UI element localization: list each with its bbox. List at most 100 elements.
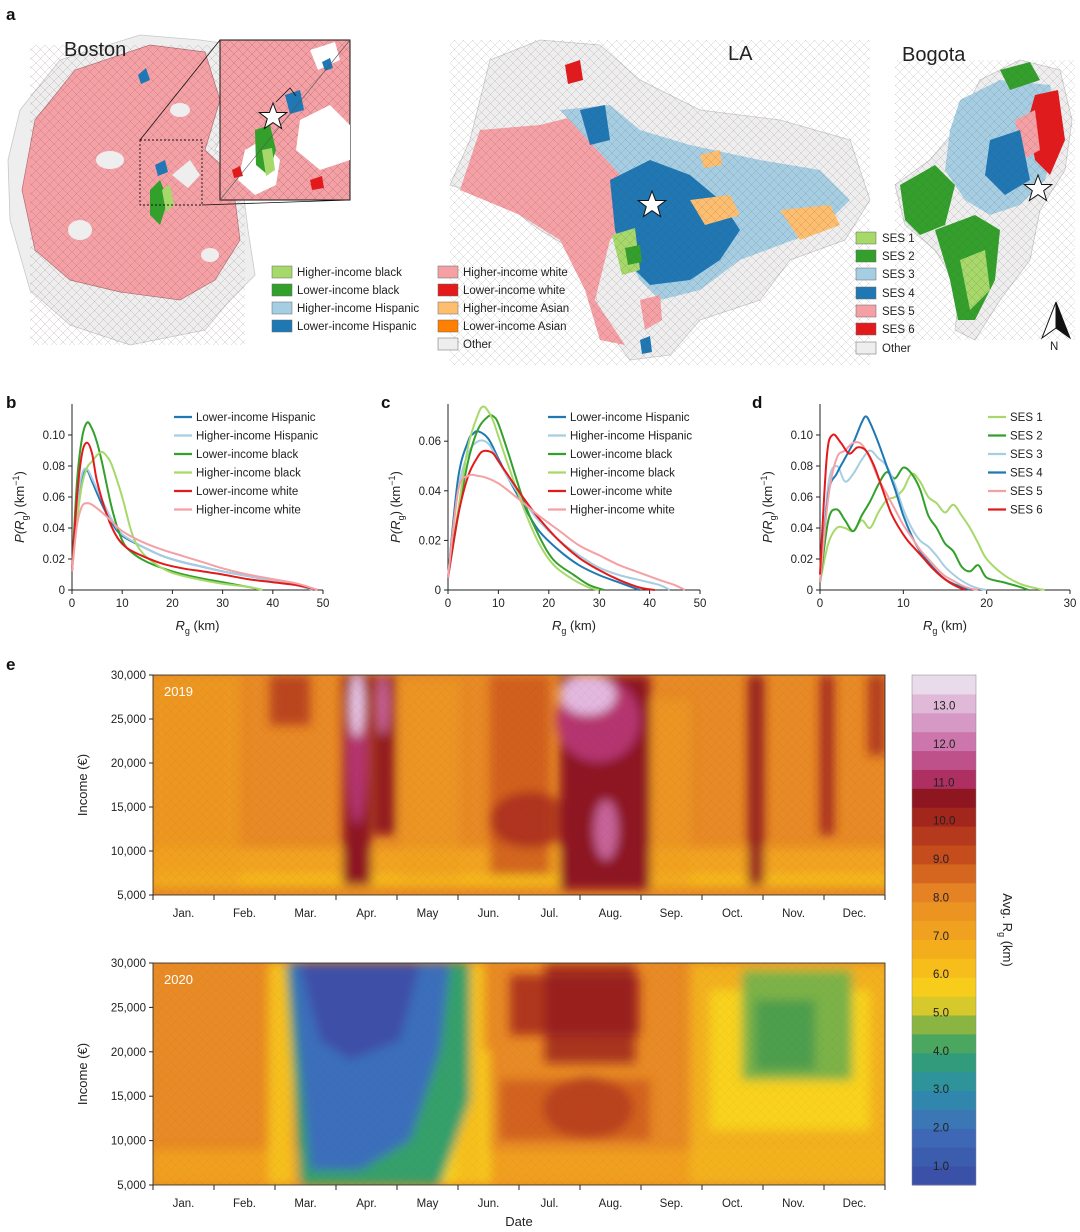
colorbar-segment xyxy=(912,1052,976,1073)
series-line-higher-income-black xyxy=(71,451,263,591)
series-line-ses-4 xyxy=(819,415,971,591)
bogota-map xyxy=(894,59,1075,341)
colorbar-segment xyxy=(912,977,976,997)
month-tick-label: Dec. xyxy=(843,1198,867,1210)
legend-label: Lower-income black xyxy=(196,449,299,461)
colorbar-label: Avg. Rg (km) xyxy=(997,893,1015,966)
income-tick-label: 15,000 xyxy=(111,802,146,814)
income-tick-label: 25,000 xyxy=(111,1002,146,1014)
y-tick-label: 0.06 xyxy=(791,492,813,504)
legend-swatch xyxy=(855,231,877,245)
legend-swatch xyxy=(855,249,877,263)
income-tick-label: 10,000 xyxy=(111,1136,146,1148)
x-tick-label: 10 xyxy=(492,598,505,610)
x-axis-label: Rg (km) xyxy=(552,618,596,636)
colorbar-tick-label: 9.0 xyxy=(933,854,949,866)
month-tick-label: Aug. xyxy=(599,908,623,920)
x-axis-label: Rg (km) xyxy=(923,618,967,636)
colorbar-tick-label: 10.0 xyxy=(933,816,955,828)
y-tick-label: 0 xyxy=(807,585,813,597)
panel-label-c: c xyxy=(381,393,390,412)
legend-label: SES 4 xyxy=(1010,468,1043,480)
legend-label: SES 2 xyxy=(1010,431,1043,443)
legend-swatch xyxy=(437,283,459,297)
month-tick-label: Dec. xyxy=(843,908,867,920)
panel-label-e: e xyxy=(6,655,15,674)
legend-swatch xyxy=(437,265,459,279)
boston-inset-map xyxy=(219,39,351,201)
legend-label: SES 6 xyxy=(1010,505,1043,517)
colorbar-tick-label: 3.0 xyxy=(933,1084,949,1096)
month-tick-label: May xyxy=(417,1198,439,1210)
legend-label: Lower-income Hispanic xyxy=(297,321,417,333)
legend-swatch xyxy=(855,267,877,281)
x-tick-label: 50 xyxy=(694,598,707,610)
colorbar-tick-label: 5.0 xyxy=(933,1007,949,1019)
colorbar-tick-label: 1.0 xyxy=(933,1161,949,1173)
year-label-2019: 2019 xyxy=(164,684,193,699)
legend-label: Higher-income Hispanic xyxy=(570,431,692,443)
x-tick-label: 0 xyxy=(445,598,451,610)
legend-label: SES 1 xyxy=(1010,412,1043,424)
series-line-lower-income-white xyxy=(71,441,319,591)
x-tick-label: 20 xyxy=(166,598,179,610)
legend-swatch xyxy=(855,341,877,355)
legend-swatch xyxy=(437,301,459,315)
income-tick-label: 10,000 xyxy=(111,846,146,858)
series-line-ses-5 xyxy=(819,441,979,591)
month-tick-label: Apr. xyxy=(356,1198,376,1210)
chart-b: 0 10 20 30 40 50 0 0.02 0.04 0.06 0.08 0.10 Rg (km) P… xyxy=(11,404,329,636)
colorbar-segment xyxy=(912,863,976,884)
legend-swatch xyxy=(271,319,293,333)
colorbar-segment xyxy=(912,750,976,770)
legend-label: Other xyxy=(882,343,911,355)
colorbar-segment xyxy=(912,920,976,940)
panel-label-b: b xyxy=(6,393,16,412)
legend-swatch xyxy=(271,265,293,279)
income-tick-label: 15,000 xyxy=(111,1091,146,1103)
heatmap-2019: 2019 xyxy=(152,674,886,896)
colorbar-segment xyxy=(912,693,976,714)
series-line-lower-income-white xyxy=(447,449,655,591)
month-tick-label: Oct. xyxy=(722,908,743,920)
month-tick-label: Jan. xyxy=(173,1198,195,1210)
colorbar-segment xyxy=(912,807,976,827)
legend-swatch xyxy=(855,322,877,336)
y-tick-label: 0.08 xyxy=(43,461,65,473)
series-line-ses-6 xyxy=(819,433,967,591)
month-tick-label: Apr. xyxy=(356,908,376,920)
colorbar-frame xyxy=(911,674,977,1186)
colorbar-segment xyxy=(912,1015,976,1035)
north-arrow-icon xyxy=(1040,301,1072,340)
legend-swatch xyxy=(855,286,877,300)
colorbar-segment xyxy=(912,882,976,903)
y-axis-label: P(Rg) (km−1) xyxy=(759,471,778,543)
y-tick-label: 0.04 xyxy=(43,523,66,535)
colorbar-tick-label: 12.0 xyxy=(933,739,955,751)
colorbar-segment xyxy=(912,996,976,1016)
y-tick-label: 0.10 xyxy=(791,430,813,442)
heatmap-xlabel: Date xyxy=(505,1214,532,1229)
income-tick-label: 5,000 xyxy=(117,890,146,902)
month-tick-label: Jan. xyxy=(173,908,195,920)
city-label-boston: Boston xyxy=(64,39,126,61)
panel-label-a: a xyxy=(6,5,16,24)
y-tick-label: 0 xyxy=(59,585,65,597)
series-line-higher-income-white xyxy=(71,502,319,591)
legend-label: Higher-income black xyxy=(196,468,301,480)
colorbar-tick-label: 2.0 xyxy=(933,1122,949,1134)
colorbar-segment xyxy=(912,1147,976,1167)
month-tick-label: Mar. xyxy=(294,1198,316,1210)
legend-label: Lower-income white xyxy=(196,486,298,498)
legend-swatch xyxy=(271,283,293,297)
x-tick-label: 30 xyxy=(216,598,229,610)
y-tick-label: 0.06 xyxy=(419,436,441,448)
month-tick-label: Jun. xyxy=(478,1198,500,1210)
legend-label: Lower-income black xyxy=(570,449,673,461)
legend-label: Other xyxy=(463,339,492,351)
month-tick-label: Jul. xyxy=(541,908,559,920)
series-line-ses-2 xyxy=(819,466,1029,591)
colorbar-segment xyxy=(912,1090,976,1110)
legend-label: Higher-income black xyxy=(570,468,675,480)
y-tick-label: 0.04 xyxy=(791,523,814,535)
